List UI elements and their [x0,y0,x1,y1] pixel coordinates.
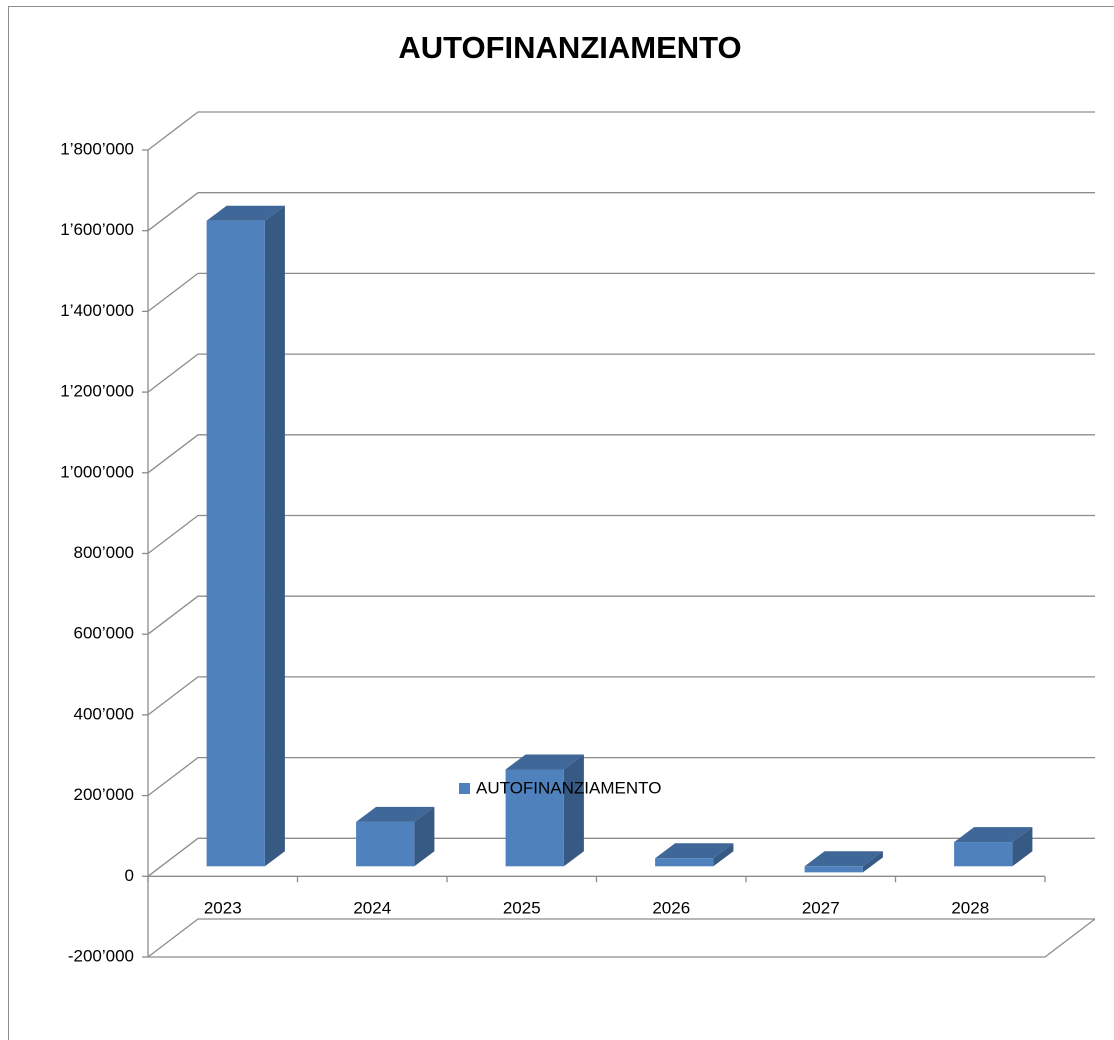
grid-line [147,837,1095,877]
bar [954,842,1013,867]
bar-side [862,851,883,873]
grid-line [147,272,1095,312]
floor-edge [148,918,1096,958]
y-tick-label: 400’000 [73,704,134,723]
bar-side [264,205,285,867]
bar [655,858,714,867]
bar-side [414,806,435,867]
legend-swatch [459,783,470,794]
bar-top [804,851,883,867]
legend-label: AUTOFINANZIAMENTO [476,778,661,797]
y-tick-label: 1’200’000 [60,382,134,401]
bar [804,866,863,873]
bar-top [356,806,435,822]
y-tick-label: 0 [125,866,134,885]
grid-line [147,353,1095,393]
bar-top [954,827,1033,843]
grid-line [147,111,1095,151]
bar [206,220,265,867]
bar-top [505,754,584,770]
bar-top [206,205,285,221]
y-tick-label: 1’600’000 [60,220,134,239]
grid-line [147,756,1095,797]
chart-frame [8,6,1114,1040]
chart-title: AUTOFINANZIAMENTO [398,30,741,65]
y-tick-label: 1’400’000 [60,301,134,320]
x-tick-label: 2025 [503,898,541,917]
grid-line [147,918,1095,958]
grid-line [147,192,1095,232]
grid-line [147,595,1095,635]
bar-side [563,754,584,867]
grid-line [147,434,1095,474]
y-tick-label: 200’000 [73,785,134,804]
bar-top [655,843,734,859]
y-tick-label: 1’000’000 [60,462,134,481]
y-tick-label: 800’000 [73,543,134,562]
bar-side [713,843,734,867]
bar [356,821,415,867]
x-tick-label: 2028 [951,898,989,917]
grid-line [147,514,1095,555]
x-tick-label: 2023 [204,898,242,917]
grid-line [147,676,1095,716]
x-tick-label: 2027 [802,898,840,917]
y-tick-label: 1’800’000 [60,139,134,158]
x-tick-label: 2024 [353,898,391,917]
y-tick-label: -200’000 [68,946,134,965]
x-tick-label: 2026 [652,898,690,917]
bar [505,769,564,867]
y-tick-label: 600’000 [73,624,134,643]
bar-side [1012,827,1033,867]
